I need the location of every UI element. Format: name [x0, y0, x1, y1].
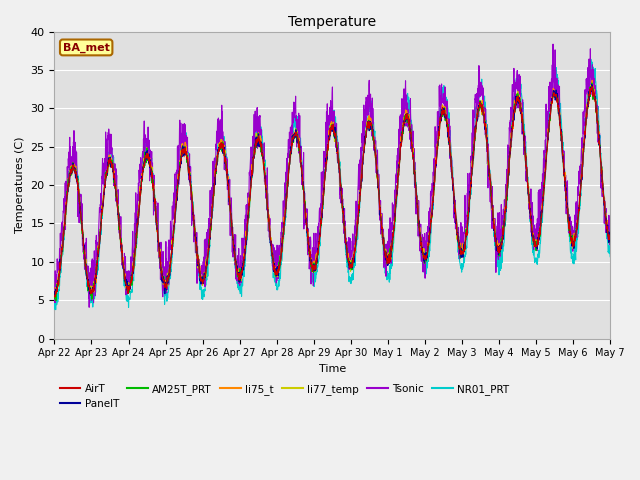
Line: Tsonic: Tsonic: [54, 44, 610, 307]
NR01_PRT: [206, 242, 214, 248]
Line: AirT: AirT: [54, 86, 610, 297]
AM25T_PRT: [573, 222, 580, 228]
PanelT: [588, 82, 595, 87]
X-axis label: Time: Time: [319, 364, 346, 374]
li75_t: [573, 223, 580, 228]
PanelT: [494, 247, 502, 253]
Line: li75_t: li75_t: [54, 80, 610, 298]
AM25T_PRT: [494, 246, 502, 252]
AM25T_PRT: [606, 235, 614, 241]
AirT: [349, 263, 356, 269]
Tsonic: [557, 134, 565, 140]
NR01_PRT: [573, 244, 580, 250]
li77_temp: [557, 132, 565, 138]
Y-axis label: Temperatures (C): Temperatures (C): [15, 137, 25, 233]
Line: li77_temp: li77_temp: [54, 83, 610, 298]
AirT: [606, 237, 614, 243]
AM25T_PRT: [52, 298, 60, 304]
AirT: [557, 133, 565, 139]
li77_temp: [573, 226, 580, 231]
li77_temp: [494, 243, 502, 249]
AM25T_PRT: [206, 234, 214, 240]
PanelT: [51, 292, 59, 298]
li77_temp: [349, 264, 356, 270]
PanelT: [349, 264, 356, 270]
li77_temp: [361, 137, 369, 143]
NR01_PRT: [361, 130, 369, 135]
Tsonic: [573, 203, 581, 209]
PanelT: [606, 238, 614, 244]
Tsonic: [549, 41, 557, 47]
Line: AM25T_PRT: AM25T_PRT: [54, 83, 610, 301]
AirT: [361, 142, 369, 147]
PanelT: [206, 234, 214, 240]
li77_temp: [206, 236, 214, 241]
Tsonic: [606, 240, 614, 246]
PanelT: [361, 140, 369, 145]
li75_t: [349, 262, 356, 268]
Tsonic: [361, 107, 369, 113]
NR01_PRT: [557, 117, 565, 122]
li75_t: [361, 140, 369, 145]
AirT: [588, 84, 596, 89]
AirT: [51, 294, 59, 300]
NR01_PRT: [52, 307, 60, 312]
NR01_PRT: [349, 277, 356, 283]
AirT: [51, 294, 58, 300]
PanelT: [557, 133, 565, 139]
AirT: [206, 233, 214, 239]
li75_t: [588, 77, 596, 83]
AirT: [494, 244, 502, 250]
NR01_PRT: [606, 254, 614, 260]
li77_temp: [606, 238, 614, 243]
li75_t: [606, 239, 614, 244]
Tsonic: [85, 304, 93, 310]
AirT: [573, 225, 580, 230]
Tsonic: [349, 245, 356, 251]
li75_t: [494, 242, 502, 248]
li77_temp: [51, 295, 59, 301]
AM25T_PRT: [51, 293, 58, 299]
Legend: AirT, PanelT, AM25T_PRT, li75_t, li77_temp, Tsonic, NR01_PRT: AirT, PanelT, AM25T_PRT, li75_t, li77_te…: [60, 384, 509, 409]
PanelT: [51, 291, 58, 297]
Tsonic: [494, 210, 502, 216]
li77_temp: [589, 80, 596, 86]
Text: BA_met: BA_met: [63, 42, 109, 53]
AM25T_PRT: [349, 266, 356, 272]
Title: Temperature: Temperature: [288, 15, 376, 29]
Line: PanelT: PanelT: [54, 84, 610, 295]
li75_t: [51, 290, 58, 296]
li75_t: [51, 295, 58, 300]
Tsonic: [206, 221, 214, 227]
Tsonic: [51, 291, 58, 297]
AM25T_PRT: [361, 143, 369, 148]
AM25T_PRT: [588, 80, 596, 86]
PanelT: [573, 227, 580, 233]
li75_t: [557, 130, 565, 135]
NR01_PRT: [494, 252, 502, 258]
NR01_PRT: [51, 306, 58, 312]
AM25T_PRT: [557, 138, 565, 144]
Line: NR01_PRT: NR01_PRT: [54, 60, 610, 310]
NR01_PRT: [587, 57, 595, 62]
li75_t: [206, 230, 214, 236]
li77_temp: [51, 291, 58, 297]
